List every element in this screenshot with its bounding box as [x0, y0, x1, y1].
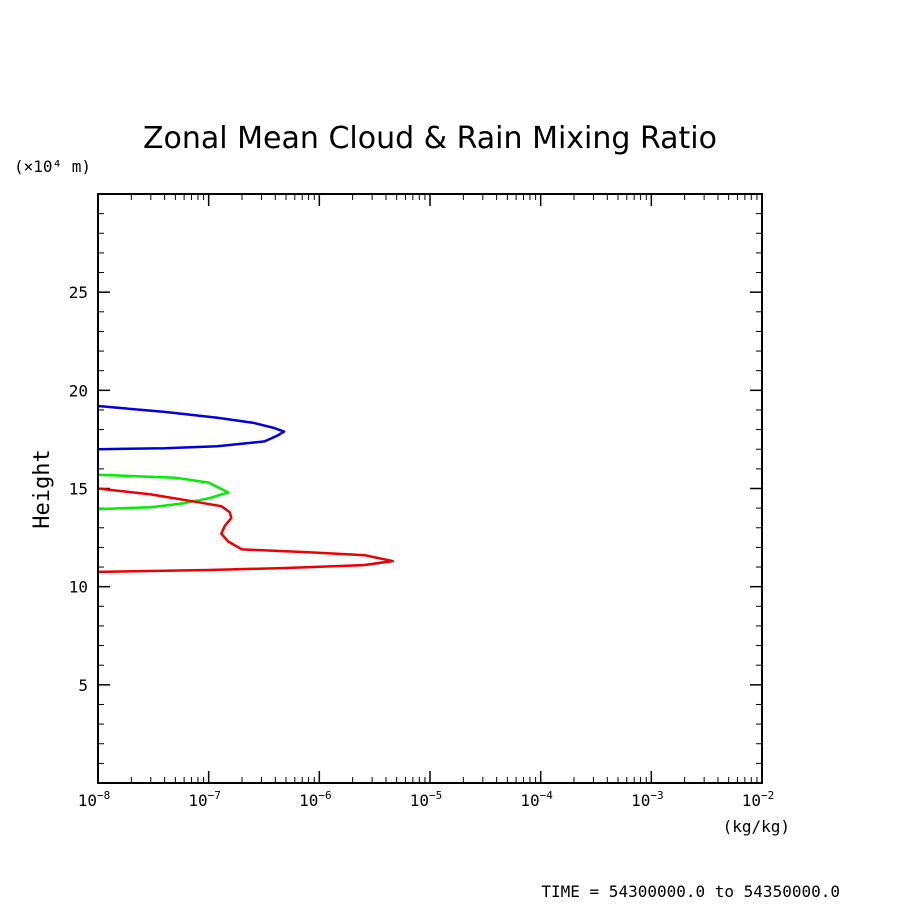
plot-frame [97, 193, 763, 784]
x-tick-label: 10−4 [520, 789, 553, 810]
series-group [97, 404, 394, 574]
x-tick-label: 10−7 [188, 789, 221, 810]
series-line [97, 404, 286, 451]
y-tick-label: 25 [69, 283, 88, 302]
y-tick-label: 5 [78, 676, 88, 695]
x-tick-label-base: 10 [299, 791, 318, 810]
x-tick-label: 10−6 [299, 789, 332, 810]
chart-title: Zonal Mean Cloud & Rain Mixing Ratio [143, 121, 717, 156]
x-tick-label-exponent: −3 [650, 789, 663, 802]
x-tick-label-base: 10 [520, 791, 539, 810]
y-tick-label: 20 [69, 381, 88, 400]
x-tick-label: 10−3 [631, 789, 664, 810]
x-tick-label-exponent: −5 [429, 789, 442, 802]
series-line [97, 487, 394, 574]
x-tick-label: 10−2 [742, 789, 775, 810]
y-tick-label: 15 [69, 480, 88, 499]
y-unit-label: (×10⁴ m) [14, 157, 91, 176]
x-tick-label-exponent: −7 [208, 789, 221, 802]
x-tick-label-base: 10 [188, 791, 207, 810]
x-axis-label: (kg/kg) [723, 817, 790, 836]
x-tick-label-exponent: −6 [318, 789, 331, 802]
y-axis-label: Height [30, 449, 55, 528]
x-tick-label-base: 10 [631, 791, 650, 810]
series-line [97, 473, 230, 511]
x-tick-label: 10−8 [78, 789, 111, 810]
footer-time-label: TIME = 54300000.0 to 54350000.0 [541, 882, 840, 901]
x-tick-label-exponent: −4 [540, 789, 554, 802]
x-tick-label-exponent: −8 [97, 789, 110, 802]
x-tick-label: 10−5 [410, 789, 443, 810]
x-tick-label-exponent: −2 [761, 789, 774, 802]
x-tick-label-base: 10 [410, 791, 429, 810]
x-tick-label-base: 10 [78, 791, 97, 810]
x-tick-label-base: 10 [742, 791, 761, 810]
y-tick-label: 10 [69, 578, 88, 597]
